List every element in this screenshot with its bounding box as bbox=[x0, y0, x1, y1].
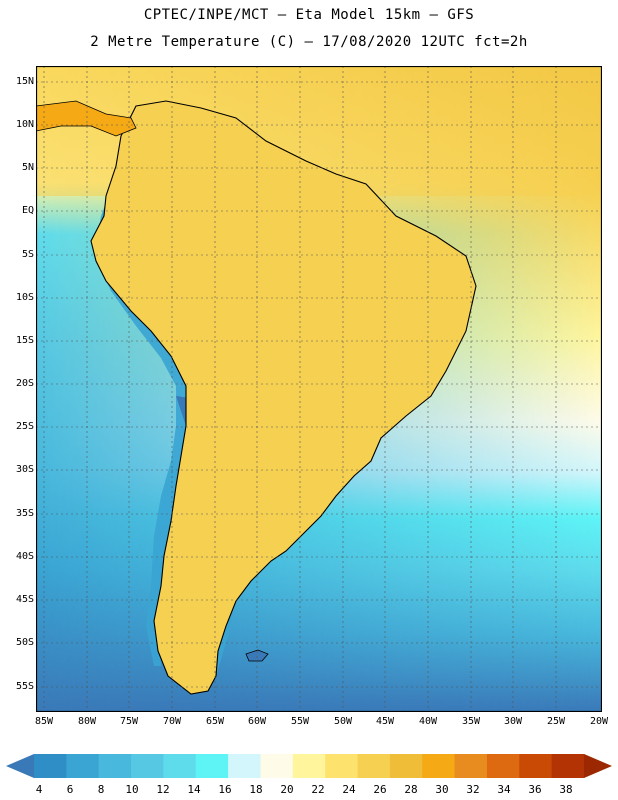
colorbar-swatch bbox=[357, 754, 391, 778]
colorbar-swatch bbox=[486, 754, 520, 778]
colorbar-swatch bbox=[228, 754, 261, 778]
map-border bbox=[36, 66, 602, 712]
lon-label-80w: 80W bbox=[77, 716, 97, 727]
lat-label-eq: EQ bbox=[21, 205, 34, 216]
colorbar-label: 8 bbox=[97, 783, 105, 796]
colorbar-label: 30 bbox=[435, 783, 449, 796]
colorbar-label: 12 bbox=[156, 783, 170, 796]
colorbar-label: 26 bbox=[373, 783, 387, 796]
colorbar-high-arrow bbox=[584, 754, 612, 778]
lat-label-45s: 45S bbox=[15, 594, 34, 605]
lat-label-35s: 35S bbox=[15, 508, 34, 519]
lat-label-20s: 20S bbox=[15, 378, 34, 389]
lat-label-5s: 5S bbox=[21, 249, 34, 260]
lat-label-30s: 30S bbox=[15, 464, 34, 475]
colorbar-label: 32 bbox=[466, 783, 480, 796]
lon-label-40w: 40W bbox=[418, 716, 438, 727]
colorbar-label: 28 bbox=[404, 783, 418, 796]
colorbar-low-arrow bbox=[6, 754, 34, 778]
lon-label-35w: 35W bbox=[461, 716, 481, 727]
colorbar-label: 22 bbox=[311, 783, 325, 796]
colorbar-swatch bbox=[98, 754, 132, 778]
lat-label-50s: 50S bbox=[15, 637, 34, 648]
central-america bbox=[36, 100, 137, 137]
lon-label-45w: 45W bbox=[375, 716, 395, 727]
grid-lines bbox=[36, 66, 602, 712]
lat-label-15n: 15N bbox=[15, 76, 34, 87]
lat-label-55s: 55S bbox=[15, 681, 34, 692]
colorbar-swatch bbox=[519, 754, 553, 778]
colorbar-swatch bbox=[34, 754, 67, 778]
map-subtitle: 2 Metre Temperature (C) – 17/08/2020 12U… bbox=[90, 34, 528, 50]
lon-label-30w: 30W bbox=[503, 716, 523, 727]
colorbar-label: 18 bbox=[249, 783, 263, 796]
colorbar-swatch bbox=[454, 754, 488, 778]
lat-label-25s: 25S bbox=[15, 421, 34, 432]
temperature-map bbox=[36, 66, 602, 712]
temperature-colorbar bbox=[6, 754, 612, 778]
colorbar-swatch bbox=[292, 754, 326, 778]
map-title: CPTEC/INPE/MCT – Eta Model 15km – GFS bbox=[143, 7, 475, 23]
lon-label-60w: 60W bbox=[247, 716, 267, 727]
colorbar-swatch bbox=[325, 754, 359, 778]
lon-label-70w: 70W bbox=[162, 716, 182, 727]
lon-label-20w: 20W bbox=[589, 716, 609, 727]
lat-label-40s: 40S bbox=[15, 551, 34, 562]
colorbar-label: 34 bbox=[497, 783, 511, 796]
colorbar-label: 20 bbox=[280, 783, 294, 796]
colorbar-label: 24 bbox=[342, 783, 356, 796]
lon-label-65w: 65W bbox=[205, 716, 225, 727]
colorbar-label: 4 bbox=[35, 783, 43, 796]
colorbar-swatch bbox=[551, 754, 585, 778]
lat-label-10n: 10N bbox=[15, 119, 34, 130]
lon-label-85w: 85W bbox=[34, 716, 54, 727]
lat-label-10s: 10S bbox=[15, 292, 34, 303]
lon-label-55w: 55W bbox=[290, 716, 310, 727]
colorbar-swatch bbox=[260, 754, 294, 778]
lat-label-15s: 15S bbox=[15, 335, 34, 346]
lon-label-75w: 75W bbox=[119, 716, 139, 727]
colorbar-swatch bbox=[422, 754, 456, 778]
colorbar-label: 14 bbox=[187, 783, 201, 796]
lon-label-50w: 50W bbox=[333, 716, 353, 727]
colorbar-label: 10 bbox=[125, 783, 139, 796]
colorbar-label: 6 bbox=[66, 783, 74, 796]
colorbar-label: 36 bbox=[528, 783, 542, 796]
lon-label-25w: 25W bbox=[546, 716, 566, 727]
colorbar-swatch bbox=[131, 754, 164, 778]
colorbar-swatch bbox=[195, 754, 229, 778]
colorbar-label: 16 bbox=[218, 783, 232, 796]
lat-label-5n: 5N bbox=[21, 162, 34, 173]
falkland-islands bbox=[245, 649, 269, 662]
colorbar-swatch bbox=[66, 754, 100, 778]
colorbar-swatch bbox=[163, 754, 197, 778]
colorbar-swatch bbox=[389, 754, 423, 778]
colorbar-label: 38 bbox=[559, 783, 573, 796]
